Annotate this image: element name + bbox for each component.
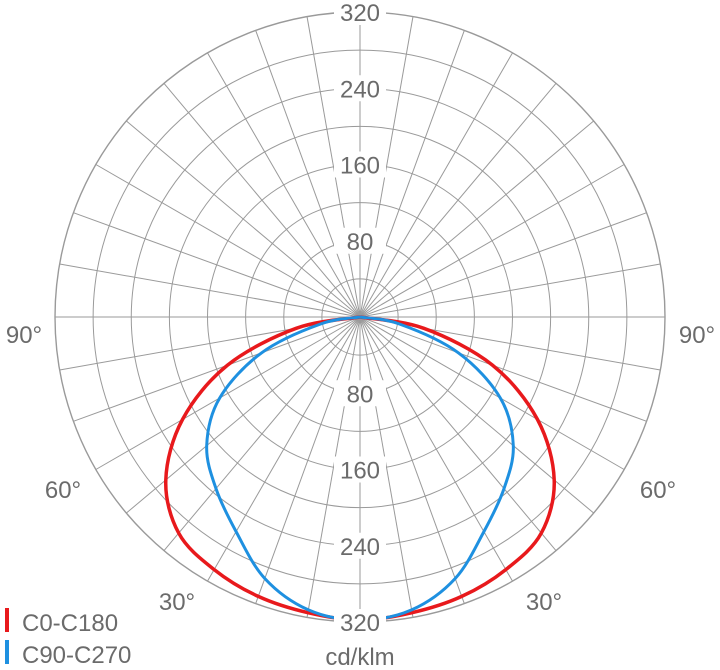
grid-spoke: [359, 316, 513, 582]
angle-label-right-60: 60°: [640, 477, 676, 504]
grid-spoke: [359, 52, 513, 318]
radial-tick-label-lower: 80: [347, 381, 374, 408]
grid-spoke: [359, 316, 465, 604]
grid-spoke: [306, 16, 361, 318]
grid-spoke: [95, 164, 361, 318]
tick-label-bg: [334, 227, 386, 254]
angle-label-left-60: 60°: [45, 477, 81, 504]
legend-swatch-c0-c180: [5, 608, 9, 632]
grid-spoke: [207, 52, 361, 318]
grid-spoke: [359, 316, 625, 470]
grid-spoke: [207, 316, 361, 582]
legend-label-c0-c180: C0-C180: [22, 610, 118, 637]
tick-label-bg: [334, 0, 386, 25]
radial-tick-label-upper: 320: [340, 0, 380, 27]
radial-tick-label-lower: 160: [340, 458, 380, 485]
radial-tick-label-lower: 240: [340, 534, 380, 561]
unit-label: cd/klm: [325, 644, 394, 670]
grid-spoke: [73, 316, 361, 422]
grid-spoke: [359, 316, 594, 514]
grid-spoke: [359, 263, 661, 318]
legend: C0-C180 C90-C270: [5, 608, 131, 669]
grid-spoke: [359, 212, 647, 318]
grid-spoke: [306, 316, 361, 618]
tick-label-bg: [334, 151, 386, 178]
grid-spoke: [126, 120, 361, 318]
grid-spoke: [359, 30, 465, 318]
radial-tick-label-lower: 320: [340, 610, 380, 637]
tick-label-bg: [334, 380, 386, 407]
grid-spoke: [59, 263, 361, 318]
radial-tick-label-upper: 240: [340, 76, 380, 103]
grid-spoke: [359, 316, 557, 551]
grid-spoke: [73, 212, 361, 318]
angle-label-left-90: 90°: [6, 322, 42, 349]
grid-spoke: [359, 83, 557, 318]
angle-label-right-90: 90°: [679, 322, 715, 349]
grid-spoke: [255, 30, 361, 318]
grid-spoke: [126, 316, 361, 514]
angle-label-left-30: 30°: [159, 589, 195, 616]
grid-spoke: [163, 316, 361, 551]
legend-swatch-c90-c270: [5, 640, 9, 664]
grid-spoke: [359, 164, 625, 318]
grid-spoke: [255, 316, 361, 604]
tick-label-bg: [334, 456, 386, 483]
tick-label-bg: [334, 609, 386, 635]
radial-tick-label-upper: 80: [347, 229, 374, 256]
tick-label-bg: [334, 75, 386, 102]
legend-label-c90-c270: C90-C270: [22, 642, 131, 669]
grid-spoke: [359, 16, 414, 318]
tick-label-bg: [334, 532, 386, 559]
radial-tick-labels: 80 80 160 160 240 240 320 320: [334, 0, 386, 637]
grid-spoke: [359, 120, 594, 318]
grid-spoke: [359, 316, 414, 618]
grid-spoke: [359, 316, 647, 422]
radial-tick-label-upper: 160: [340, 153, 380, 180]
grid-spoke: [163, 83, 361, 318]
angle-label-right-30: 30°: [526, 589, 562, 616]
grid-spoke: [95, 316, 361, 470]
